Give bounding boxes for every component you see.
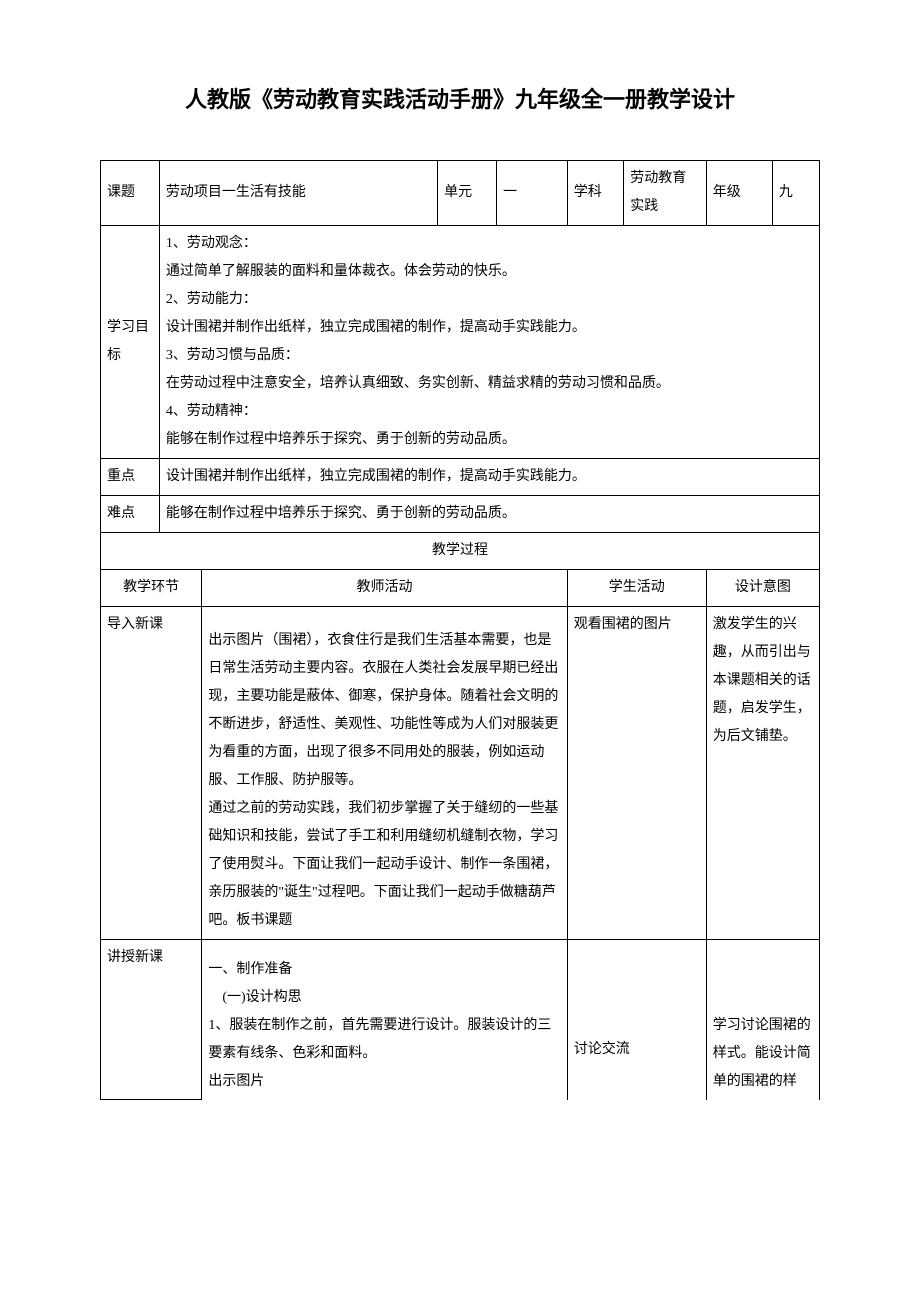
objective-line: 2、劳动能力：	[166, 286, 813, 314]
unit-value: 一	[497, 160, 568, 225]
phase-cell: 讲授新课	[101, 939, 202, 1100]
objectives-content: 1、劳动观念： 通过简单了解服装的面料和量体裁衣。体会劳动的快乐。 2、劳动能力…	[159, 225, 819, 458]
difficulty-label: 难点	[101, 495, 160, 532]
lesson-plan-table: 课题 劳动项目一生活有技能 单元 一 学科 劳动教育实践 年级 九 学习目标 1…	[100, 160, 820, 1101]
col-teacher: 教师活动	[202, 569, 567, 606]
keypoint-row: 重点 设计围裙并制作出纸样，独立完成围裙的制作，提高动手实践能力。	[101, 458, 820, 495]
keypoint-value: 设计围裙并制作出纸样，独立完成围裙的制作，提高动手实践能力。	[159, 458, 819, 495]
grade-label: 年级	[706, 160, 772, 225]
topic-label: 课题	[101, 160, 160, 225]
objective-line: 1、劳动观念：	[166, 230, 813, 258]
phase-cell: 导入新课	[101, 606, 202, 939]
keypoint-label: 重点	[101, 458, 160, 495]
student-cell: 观看围裙的图片	[567, 606, 706, 939]
intent-cell: 学习讨论围裙的样式。能设计简单的围裙的样	[706, 939, 819, 1100]
col-intent: 设计意图	[706, 569, 819, 606]
teacher-cell: 出示图片（围裙），衣食住行是我们生活基本需要，也是日常生活劳动主要内容。衣服在人…	[202, 606, 567, 939]
unit-label: 单元	[438, 160, 497, 225]
grade-value: 九	[772, 160, 819, 225]
difficulty-value: 能够在制作过程中培养乐于探究、勇于创新的劳动品质。	[159, 495, 819, 532]
objective-line: 在劳动过程中注意安全，培养认真细致、务实创新、精益求精的劳动习惯和品质。	[166, 370, 813, 398]
objectives-row: 学习目标 1、劳动观念： 通过简单了解服装的面料和量体裁衣。体会劳动的快乐。 2…	[101, 225, 820, 458]
header-row: 课题 劳动项目一生活有技能 单元 一 学科 劳动教育实践 年级 九	[101, 160, 820, 225]
objective-line: 通过简单了解服装的面料和量体裁衣。体会劳动的快乐。	[166, 258, 813, 286]
table-row: 导入新课 出示图片（围裙），衣食住行是我们生活基本需要，也是日常生活劳动主要内容…	[101, 606, 820, 939]
teacher-cell: 一、制作准备 (一)设计构思 1、服装在制作之前，首先需要进行设计。服装设计的三…	[202, 939, 567, 1100]
objective-line: 4、劳动精神：	[166, 398, 813, 426]
document-title: 人教版《劳动教育实践活动手册》九年级全一册教学设计	[100, 80, 820, 120]
objectives-label: 学习目标	[101, 225, 160, 458]
objective-line: 能够在制作过程中培养乐于探究、勇于创新的劳动品质。	[166, 426, 813, 454]
process-header: 教学过程	[101, 532, 820, 569]
topic-value: 劳动项目一生活有技能	[159, 160, 437, 225]
subject-value: 劳动教育实践	[624, 160, 707, 225]
student-cell: 讨论交流	[567, 939, 706, 1100]
difficulty-row: 难点 能够在制作过程中培养乐于探究、勇于创新的劳动品质。	[101, 495, 820, 532]
objective-line: 3、劳动习惯与品质：	[166, 342, 813, 370]
intent-cell: 激发学生的兴趣，从而引出与本课题相关的话题，启发学生，为后文铺垫。	[706, 606, 819, 939]
objective-line: 设计围裙并制作出纸样，独立完成围裙的制作，提高动手实践能力。	[166, 314, 813, 342]
table-row: 讲授新课 一、制作准备 (一)设计构思 1、服装在制作之前，首先需要进行设计。服…	[101, 939, 820, 1100]
col-student: 学生活动	[567, 569, 706, 606]
col-phase: 教学环节	[101, 569, 202, 606]
process-header-row: 教学过程	[101, 532, 820, 569]
subject-label: 学科	[567, 160, 624, 225]
process-columns-row: 教学环节 教师活动 学生活动 设计意图	[101, 569, 820, 606]
